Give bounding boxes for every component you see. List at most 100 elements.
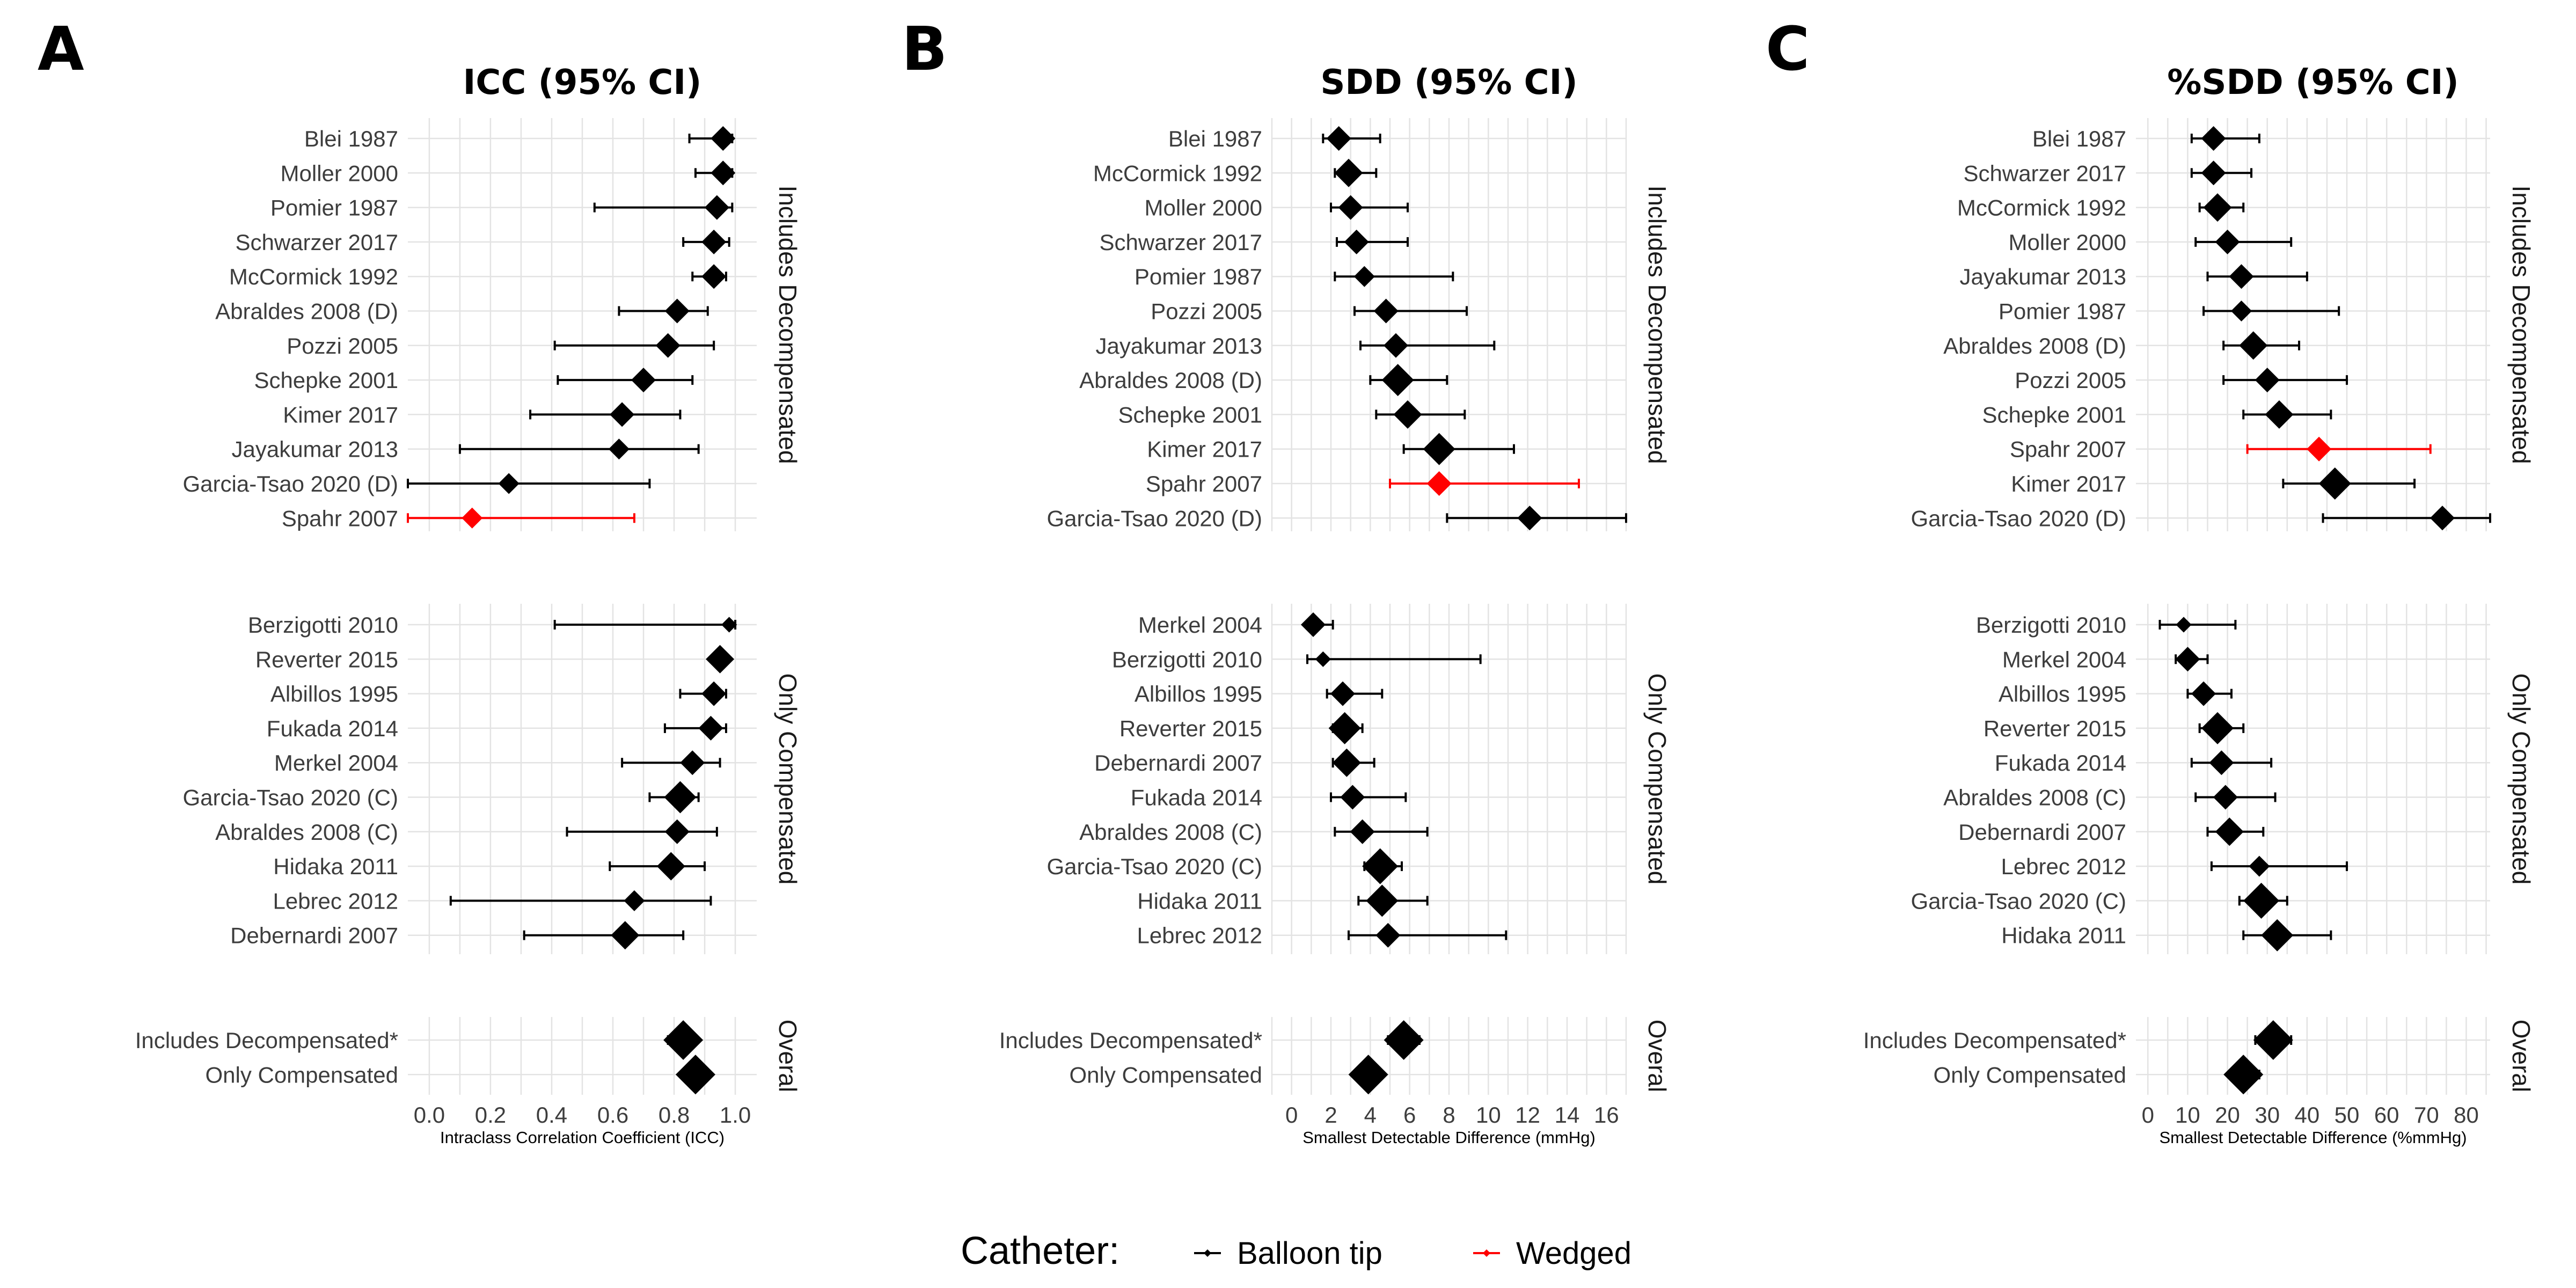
study-label: Blei 1987 (304, 126, 398, 151)
row-only-compensated: Only Compensated (205, 1055, 715, 1095)
study-label: Reverter 2015 (255, 647, 398, 672)
x-tick-label: 1.0 (720, 1102, 751, 1128)
point-estimate-marker (664, 298, 690, 324)
facet-strip-label: Only Compensated (1643, 674, 1671, 885)
row-hidaka-2011: Hidaka 2011 (273, 852, 706, 881)
row-jayakumar-2013: Jayakumar 2013 (1095, 333, 1496, 358)
point-estimate-marker (2261, 919, 2294, 952)
row-lebrec-2012: Lebrec 2012 (273, 888, 712, 913)
panel-a-title: ICC (95% CI) (463, 63, 702, 103)
point-estimate-marker (2201, 160, 2226, 186)
point-estimate-marker (711, 160, 736, 186)
study-label: Schwarzer 2017 (236, 230, 399, 255)
study-label: Abraldes 2008 (C) (1079, 819, 1262, 845)
study-label: Garcia-Tsao 2020 (D) (1047, 506, 1262, 531)
point-estimate-marker (2265, 400, 2294, 429)
study-label: Includes Decompensated* (999, 1028, 1262, 1053)
facet-strip-label: Includes Decompensated (774, 185, 802, 464)
x-tick-label: 60 (2374, 1102, 2399, 1128)
study-label: Includes Decompensated* (1863, 1028, 2126, 1053)
row-fukada-2014: Fukada 2014 (267, 715, 727, 741)
point-estimate-marker (624, 890, 645, 911)
point-estimate-marker (2318, 467, 2351, 500)
x-tick-label: 70 (2414, 1102, 2439, 1128)
facet-strip-label: Only Compensated (774, 674, 802, 885)
study-label: Only Compensated (1933, 1062, 2126, 1087)
row-includes-decompensated: Includes Decompensated* (1863, 1020, 2293, 1060)
legend-item-label: Balloon tip (1237, 1236, 1382, 1271)
study-label: McCormick 1992 (229, 264, 398, 289)
point-estimate-marker (2430, 506, 2455, 531)
row-includes-decompensated: Includes Decompensated* (999, 1020, 1424, 1060)
x-tick-label: 16 (1594, 1102, 1619, 1128)
study-label: Kimer 2017 (1147, 437, 1262, 462)
row-lebrec-2012: Lebrec 2012 (1137, 923, 1507, 948)
point-estimate-marker (2215, 229, 2240, 254)
row-garcia-tsao-2020-d: Garcia-Tsao 2020 (D) (1047, 506, 1627, 531)
panel-a: A ICC (95% CI) Includes Decompensated Blei … (38, 14, 802, 1147)
point-estimate-marker (675, 1055, 715, 1095)
x-tick-label: 0.2 (475, 1102, 506, 1128)
row-kimer-2017: Kimer 2017 (2011, 467, 2416, 500)
study-label: Pozzi 2005 (2015, 368, 2126, 393)
point-estimate-marker (1350, 819, 1375, 844)
study-label: Berzigotti 2010 (1976, 612, 2126, 638)
study-label: Garcia-Tsao 2020 (D) (1911, 506, 2126, 531)
point-estimate-marker (1423, 433, 1455, 465)
study-label: Abraldes 2008 (D) (215, 299, 398, 324)
row-spahr-2007: Spahr 2007 (282, 506, 635, 531)
panel-c-letter: C (1766, 14, 1810, 84)
point-estimate-marker (655, 333, 680, 358)
row-schepke-2001: Schepke 2001 (1118, 400, 1466, 429)
point-estimate-marker (1344, 229, 1369, 254)
row-mccormick-1992: McCormick 1992 (1957, 193, 2245, 222)
row-includes-decompensated: Includes Decompensated* (135, 1020, 704, 1060)
row-pozzi-2005: Pozzi 2005 (2015, 368, 2348, 393)
study-label: Debernardi 2007 (1094, 750, 1262, 775)
row-jayakumar-2013: Jayakumar 2013 (1959, 264, 2308, 289)
x-tick-label: 40 (2295, 1102, 2320, 1128)
point-estimate-marker (1384, 1020, 1424, 1060)
row-reverter-2015: Reverter 2015 (255, 645, 735, 674)
point-estimate-marker (611, 921, 640, 950)
study-label: Abraldes 2008 (C) (215, 819, 398, 845)
row-garcia-tsao-2020-d: Garcia-Tsao 2020 (D) (1911, 506, 2491, 531)
facet-strip-label: Only Compensated (2507, 674, 2535, 885)
point-estimate-marker (706, 645, 735, 674)
point-estimate-marker (656, 852, 685, 881)
point-estimate-marker (2223, 1055, 2264, 1095)
row-garcia-tsao-2020-c: Garcia-Tsao 2020 (C) (183, 781, 700, 814)
facet-includes-decompensated: Includes Decompensated Blei 1987 McCormick… (1047, 118, 1671, 531)
x-tick-label: 30 (2255, 1102, 2280, 1128)
row-blei-1987: Blei 1987 (2032, 126, 2260, 151)
legend-item-wedged: Wedged (1473, 1236, 1631, 1271)
panel-a-letter: A (38, 14, 84, 84)
panel-c-title: %SDD (95% CI) (2167, 63, 2459, 103)
point-estimate-marker (711, 126, 736, 151)
point-estimate-marker (701, 264, 727, 289)
x-tick-label: 0.0 (414, 1102, 445, 1128)
study-label: Lebrec 2012 (1137, 923, 1262, 948)
row-blei-1987: Blei 1987 (304, 126, 736, 151)
point-estimate-marker (2201, 712, 2234, 744)
study-label: Schwarzer 2017 (1964, 160, 2127, 186)
point-estimate-marker (1328, 712, 1361, 744)
point-estimate-marker (2253, 1020, 2293, 1060)
row-garcia-tsao-2020-c: Garcia-Tsao 2020 (C) (1047, 848, 1403, 884)
study-label: McCormick 1992 (1957, 195, 2126, 221)
study-label: Merkel 2004 (274, 750, 398, 775)
point-estimate-marker (631, 368, 656, 393)
x-tick-label: 14 (1555, 1102, 1580, 1128)
row-abraldes-2008-d: Abraldes 2008 (D) (215, 298, 709, 324)
point-estimate-marker (1375, 923, 1401, 948)
point-estimate-marker (1362, 848, 1399, 884)
study-label: Pozzi 2005 (1151, 299, 1262, 324)
study-label: Pozzi 2005 (287, 333, 398, 358)
study-label: Blei 1987 (1168, 126, 1262, 151)
x-tick-label: 2 (1324, 1102, 1337, 1128)
x-axis-title: Smallest Detectable Difference (mmHg) (1302, 1128, 1596, 1147)
point-estimate-marker (1301, 612, 1326, 637)
facet-includes-decompensated: Includes Decompensated Blei 1987 Moller 20… (183, 118, 802, 531)
x-axis-title: Intraclass Correlation Coefficient (ICC) (440, 1128, 724, 1147)
study-label: Berzigotti 2010 (1112, 647, 1262, 672)
